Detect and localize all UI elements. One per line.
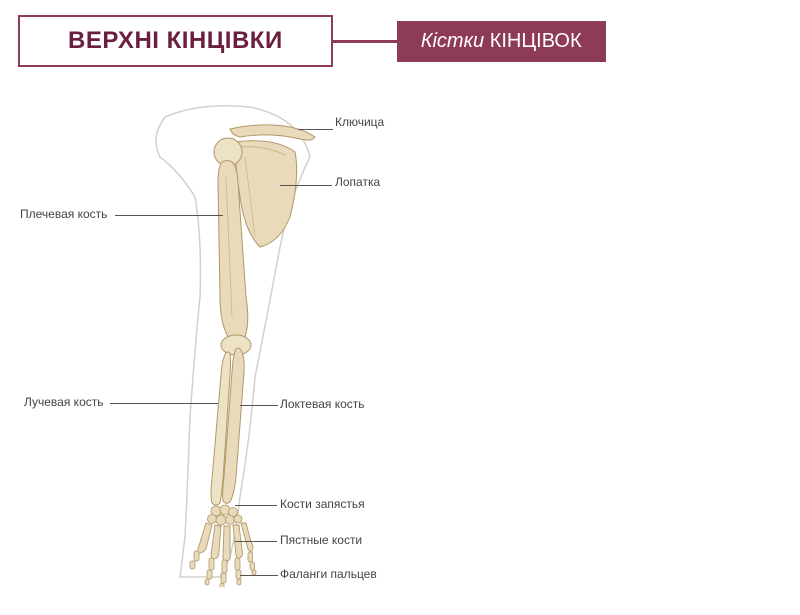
carpal-bones	[208, 505, 243, 525]
line-clavicle	[298, 129, 333, 130]
anatomical-diagram: Ключица Лопатка Плечевая кость Лучевая к…	[20, 97, 440, 587]
label-ulna: Локтевая кость	[280, 397, 365, 411]
line-radius	[110, 403, 218, 404]
label-metacarpals: Пястные кости	[280, 533, 362, 547]
scapula-bone	[235, 141, 297, 247]
label-humerus: Плечевая кость	[20, 207, 107, 221]
subtitle-prefix: Кістки	[421, 30, 490, 52]
arm-bones-svg	[140, 97, 360, 587]
label-clavicle: Ключица	[335, 115, 384, 129]
subtitle-upper: КІНЦІВОК	[490, 30, 582, 52]
line-scapula	[280, 185, 332, 186]
clavicle-bone	[230, 125, 315, 140]
label-carpals: Кости запястья	[280, 497, 365, 511]
label-radius: Лучевая кость	[24, 395, 104, 409]
label-phalanges: Фаланги пальцев	[280, 567, 377, 581]
line-ulna	[240, 405, 278, 406]
subtitle-box: Кістки КІНЦІВОК	[397, 21, 606, 62]
connector-line	[333, 40, 397, 43]
page-title: ВЕРХНІ КІНЦІВКИ	[68, 27, 283, 54]
title-box: ВЕРХНІ КІНЦІВКИ	[18, 15, 333, 67]
line-metacarpals	[235, 541, 277, 542]
metacarpal-bones	[198, 523, 253, 561]
label-scapula: Лопатка	[335, 175, 380, 189]
line-phalanges	[240, 575, 278, 576]
line-humerus	[115, 215, 223, 216]
line-carpals	[235, 505, 277, 506]
header-row: ВЕРХНІ КІНЦІВКИ Кістки КІНЦІВОК	[18, 15, 800, 67]
